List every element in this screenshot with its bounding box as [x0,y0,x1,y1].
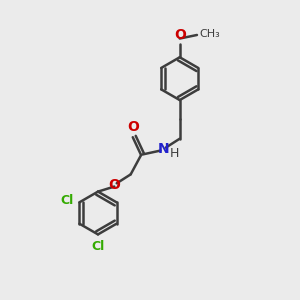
Text: Cl: Cl [92,240,105,253]
Text: O: O [174,28,186,42]
Text: N: N [158,142,169,156]
Text: O: O [108,178,120,192]
Text: H: H [170,147,179,160]
Text: O: O [127,120,139,134]
Text: Cl: Cl [61,194,74,207]
Text: CH₃: CH₃ [199,29,220,39]
